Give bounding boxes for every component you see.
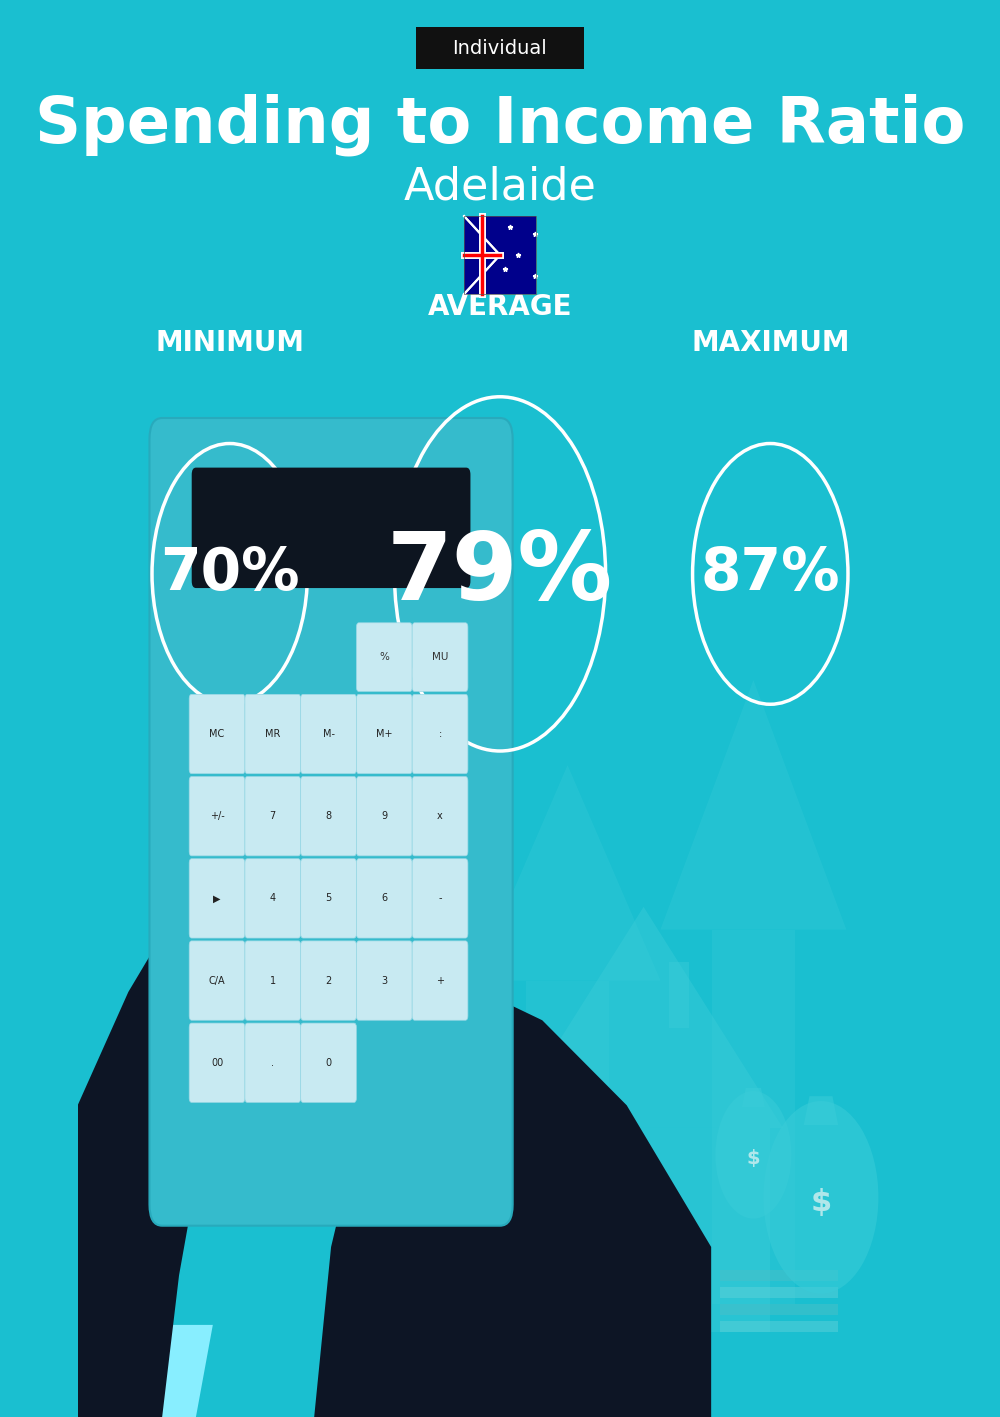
Text: -: - [438,893,442,904]
Polygon shape [720,1304,838,1315]
Text: 79%: 79% [387,529,613,619]
Text: M-: M- [323,728,335,740]
Text: MAXIMUM: MAXIMUM [691,329,850,357]
FancyBboxPatch shape [412,777,468,856]
Text: MINIMUM: MINIMUM [155,329,304,357]
Text: x: x [437,811,443,822]
Text: .: . [271,1057,274,1068]
FancyBboxPatch shape [464,217,536,295]
Text: Individual: Individual [453,38,547,58]
FancyBboxPatch shape [189,859,245,938]
FancyBboxPatch shape [301,1023,356,1102]
Text: M+: M+ [376,728,393,740]
Polygon shape [504,907,783,1128]
Polygon shape [374,981,457,1304]
Text: MC: MC [209,728,225,740]
Text: MU: MU [432,652,448,662]
FancyBboxPatch shape [412,622,468,691]
Text: 4: 4 [270,893,276,904]
Polygon shape [475,765,660,981]
Polygon shape [616,1220,671,1332]
Polygon shape [720,1287,838,1298]
FancyBboxPatch shape [245,777,301,856]
Polygon shape [348,1325,711,1417]
FancyBboxPatch shape [356,622,412,691]
FancyBboxPatch shape [301,694,356,774]
Text: 8: 8 [325,811,332,822]
Circle shape [715,1091,791,1219]
Text: AVERAGE: AVERAGE [428,293,572,322]
Polygon shape [720,1321,838,1332]
Text: 9: 9 [381,811,387,822]
FancyBboxPatch shape [301,859,356,938]
FancyBboxPatch shape [356,941,412,1020]
Polygon shape [323,765,508,981]
Polygon shape [712,930,795,1304]
Text: 6: 6 [381,893,387,904]
FancyBboxPatch shape [189,777,245,856]
Polygon shape [517,1128,770,1332]
FancyBboxPatch shape [416,27,584,69]
FancyBboxPatch shape [192,468,470,588]
Text: 70%: 70% [160,546,300,602]
Text: 87%: 87% [700,546,840,602]
Polygon shape [314,992,711,1417]
FancyBboxPatch shape [356,859,412,938]
FancyBboxPatch shape [245,941,301,1020]
Text: 00: 00 [211,1057,223,1068]
Polygon shape [660,680,846,930]
Text: +: + [436,975,444,986]
Polygon shape [804,1097,838,1125]
Text: 5: 5 [325,893,332,904]
Text: 2: 2 [325,975,332,986]
Polygon shape [382,907,466,1077]
Text: ▶: ▶ [213,893,221,904]
FancyBboxPatch shape [356,777,412,856]
Polygon shape [720,1270,838,1281]
Polygon shape [78,850,289,1417]
FancyBboxPatch shape [245,1023,301,1102]
Polygon shape [742,1088,765,1107]
Circle shape [764,1101,878,1294]
FancyBboxPatch shape [301,777,356,856]
Text: $: $ [747,1149,760,1168]
Polygon shape [213,850,297,1049]
FancyBboxPatch shape [189,1023,245,1102]
Text: MR: MR [265,728,280,740]
FancyBboxPatch shape [189,694,245,774]
FancyBboxPatch shape [245,859,301,938]
FancyBboxPatch shape [245,694,301,774]
Text: Spending to Income Ratio: Spending to Income Ratio [35,94,965,156]
Text: :: : [438,728,442,740]
Polygon shape [78,1325,213,1417]
Text: %: % [379,652,389,662]
Text: C/A: C/A [209,975,225,986]
Text: Adelaide: Adelaide [404,166,596,208]
FancyBboxPatch shape [189,941,245,1020]
FancyBboxPatch shape [412,859,468,938]
Text: 7: 7 [270,811,276,822]
FancyBboxPatch shape [301,941,356,1020]
FancyBboxPatch shape [412,941,468,1020]
Polygon shape [526,981,609,1304]
FancyBboxPatch shape [412,694,468,774]
Text: $: $ [810,1187,832,1217]
Text: +/-: +/- [210,811,224,822]
FancyBboxPatch shape [149,418,513,1226]
Text: 1: 1 [270,975,276,986]
FancyBboxPatch shape [356,694,412,774]
Text: 0: 0 [325,1057,332,1068]
Text: 3: 3 [381,975,387,986]
Polygon shape [669,962,689,1029]
